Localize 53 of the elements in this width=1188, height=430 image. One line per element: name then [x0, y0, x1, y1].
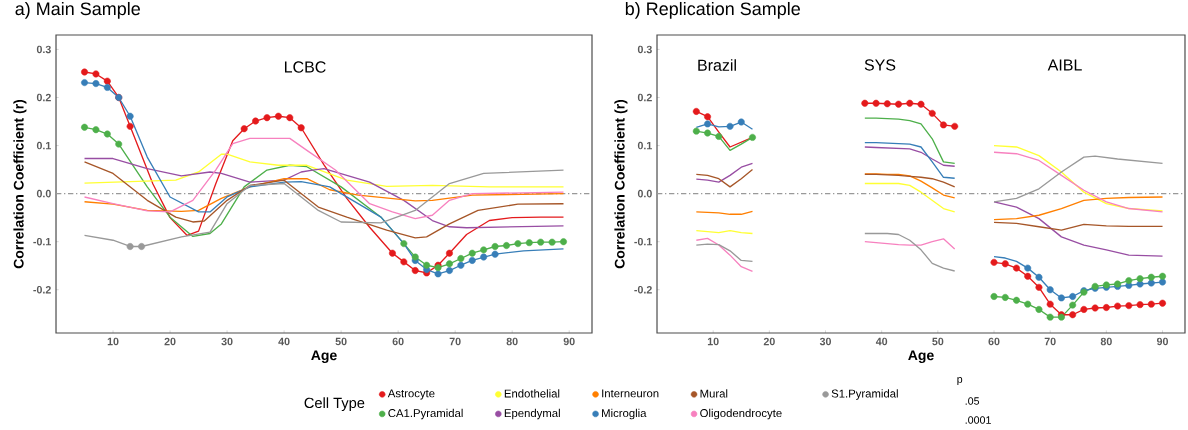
legend-label: Astrocyte [387, 389, 435, 400]
legend-label: Mural [700, 389, 728, 398]
legend-label: Interneuron [602, 389, 659, 398]
y-tick-label: -0.1 [634, 237, 652, 246]
x-axis-title: Age [311, 350, 337, 364]
x-tick-label: 30 [221, 337, 233, 346]
legend-label: Endothelial [504, 389, 560, 398]
y-tick-label: 0.3 [36, 45, 51, 54]
text: p [957, 377, 963, 385]
x-tick-label: 20 [763, 337, 775, 346]
x-axis-title: Age [908, 350, 934, 364]
y-axis-title: Correlation Coefficient (r) [614, 99, 628, 269]
x-tick-label: 10 [707, 337, 719, 346]
chart-title: a) Main Sample [15, 1, 140, 19]
x-tick-label: 40 [278, 337, 290, 346]
x-tick-label: 20 [164, 337, 176, 346]
chart-title: b) Replication Sample [625, 1, 800, 19]
x-tick-label: 60 [988, 337, 1000, 346]
text: .05 [965, 397, 980, 405]
y-tick-label: -0.2 [634, 285, 652, 294]
x-tick-label: 70 [1044, 337, 1056, 346]
x-tick-label: 80 [506, 337, 518, 346]
annotation: SYS [864, 59, 896, 71]
x-tick-label: 40 [875, 337, 888, 346]
y-tick-label: 0.0 [36, 189, 51, 198]
y-tick-label: 0.3 [637, 45, 652, 54]
y-tick-label: 0.1 [36, 141, 51, 150]
x-tick-label: 30 [819, 337, 832, 346]
x-tick-label: 10 [107, 337, 119, 346]
legend-label: Microglia [602, 408, 647, 420]
annotation: AIBL [1047, 59, 1082, 71]
x-tick-label: 80 [1100, 337, 1112, 346]
legend-label: Oligodendrocyte [700, 408, 782, 420]
legend-label: S1.Pyramidal [831, 389, 898, 400]
y-tick-label: 0.1 [637, 141, 652, 150]
y-axis-title: Correlation Coefficient (r) [13, 99, 27, 269]
x-tick-label: 60 [392, 337, 404, 346]
x-tick-label: 50 [932, 337, 944, 346]
annotation: Brazil [698, 59, 736, 71]
y-tick-label: 0.0 [637, 189, 652, 198]
annotation: LCBC [284, 61, 326, 73]
legend-title: Cell Type [304, 397, 365, 411]
y-tick-label: -0.2 [33, 285, 51, 294]
x-tick-label: 70 [449, 337, 461, 346]
x-tick-label: 90 [1156, 337, 1169, 346]
legend-label: Ependymal [504, 408, 560, 420]
x-tick-label: 90 [563, 337, 575, 346]
y-tick-label: -0.1 [33, 237, 51, 246]
text: .0001 [965, 416, 991, 424]
x-tick-label: 50 [335, 337, 347, 346]
y-tick-label: 0.2 [637, 93, 652, 102]
y-tick-label: 0.2 [36, 93, 51, 102]
legend-label: CA1.Pyramidal [388, 408, 463, 420]
